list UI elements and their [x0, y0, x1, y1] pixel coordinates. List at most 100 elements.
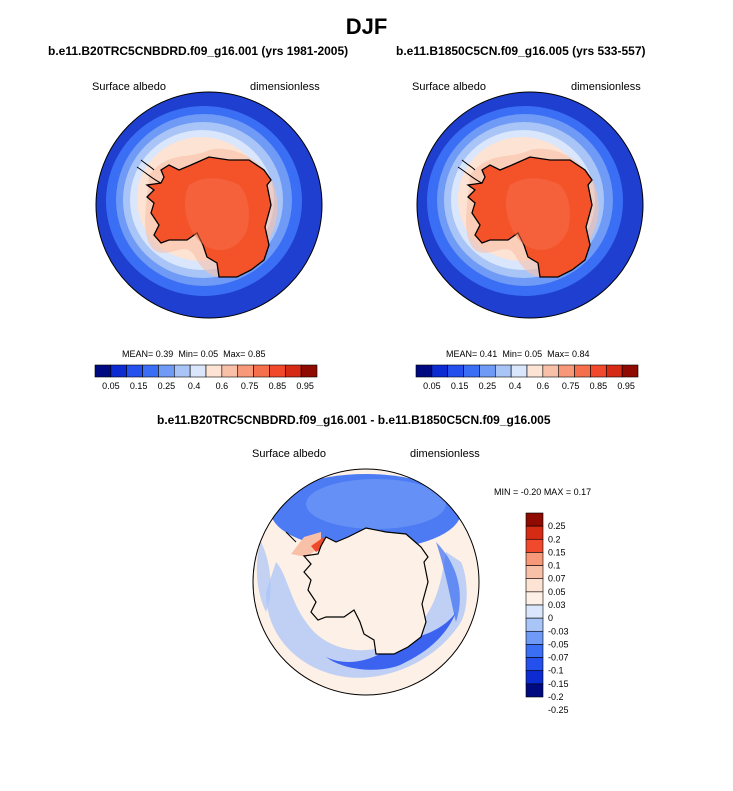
difference-colorbar-tick-label: -0.25 [548, 705, 569, 715]
difference-min-label: MIN = [494, 487, 519, 497]
panel2-map [416, 91, 644, 319]
difference-stats: MIN = -0.20 MAX = 0.17 [494, 487, 591, 497]
difference-colorbar-swatch [525, 617, 544, 632]
difference-max-label: MAX = [543, 487, 572, 497]
panel2-max-value: 0.84 [571, 349, 590, 359]
difference-title: b.e11.B20TRC5CNBDRD.f09_g16.001 - b.e11.… [157, 413, 551, 427]
panel1-colorbar-tick-label: 0.05 [102, 381, 120, 391]
panel2-min-label: Min= [502, 349, 523, 359]
panel2-colorbar-swatch [447, 364, 464, 378]
panel1-stats: MEAN= 0.39 Min= 0.05 Max= 0.85 [122, 349, 265, 359]
panel2-stats: MEAN= 0.41 Min= 0.05 Max= 0.84 [446, 349, 589, 359]
panel2-colorbar-swatch [510, 364, 528, 378]
panel1-units: dimensionless [250, 81, 320, 93]
panel1-colorbar-tick-label: 0.75 [241, 381, 259, 391]
panel2-colorbar-swatch [431, 364, 449, 378]
panel2-colorbar-swatch [479, 364, 496, 378]
difference-units: dimensionless [410, 448, 480, 460]
panel2-colorbar-tick-label: 0.05 [423, 381, 441, 391]
difference-variable: Surface albedo [252, 448, 326, 460]
panel1-colorbar-swatch [142, 364, 159, 378]
panel1-colorbar-tick-label: 0.25 [158, 381, 176, 391]
panel2-colorbar-tick-label: 0.95 [617, 381, 635, 391]
panel2-colorbar-swatch [494, 364, 512, 378]
panel1-colorbar: 0.05 0.15 0.25 0.4 0.6 0.75 0.85 0.95 [94, 364, 318, 391]
difference-colorbar-tick-label: -0.2 [548, 692, 564, 702]
difference-map [252, 468, 480, 696]
panel2-colorbar-swatch [415, 364, 433, 378]
panel1-colorbar-tick-label: 0.95 [296, 381, 314, 391]
difference-colorbar-swatch [525, 512, 544, 527]
difference-colorbar: 0.25 0.2 0.15 0.1 0.07 0.05 0.03 0 -0.03 -0.05 -0.… [525, 512, 569, 715]
panel1-max-value: 0.85 [247, 349, 266, 359]
panel1-colorbar-swatch [126, 364, 143, 378]
panel1-map [95, 91, 323, 319]
panel1-colorbar-tick-label: 0.6 [216, 381, 229, 391]
difference-colorbar-tick-label: -0.05 [548, 639, 569, 649]
difference-colorbar-tick-label: 0.07 [548, 574, 566, 584]
panel1-colorbar-swatch [110, 364, 128, 378]
difference-colorbar-swatch [525, 657, 544, 672]
difference-max-value: 0.17 [573, 487, 592, 497]
panel1-max-label: Max= [223, 349, 246, 359]
panel2-colorbar-tick-label: 0.15 [451, 381, 469, 391]
difference-colorbar-tick-label: -0.07 [548, 653, 569, 663]
difference-colorbar-swatch [525, 644, 544, 658]
difference-colorbar-swatch [525, 604, 544, 619]
panel1-colorbar-swatch [237, 364, 254, 378]
panel2-colorbar-tick-label: 0.4 [509, 381, 522, 391]
difference-colorbar-tick-label: 0.15 [548, 547, 566, 557]
difference-colorbar-swatch [525, 578, 544, 593]
panel1-case-title: b.e11.B20TRC5CNBDRD.f09_g16.001 (yrs 198… [48, 44, 349, 58]
panel1-min-label: Min= [178, 349, 199, 359]
panel2-min-value: 0.05 [524, 349, 543, 359]
panel2-colorbar-tick-label: 0.25 [479, 381, 497, 391]
panel1-colorbar-swatch [189, 364, 207, 378]
difference-colorbar-tick-label: 0.25 [548, 521, 566, 531]
panel2-colorbar-swatch [590, 364, 607, 378]
panel1-colorbar-tick-label: 0.85 [269, 381, 287, 391]
panel1-colorbar-swatch [221, 364, 239, 378]
difference-colorbar-tick-label: 0 [548, 613, 553, 623]
difference-colorbar-tick-label: 0.2 [548, 534, 561, 544]
panel1-mean-value: 0.39 [155, 349, 174, 359]
difference-colorbar-swatch [525, 538, 544, 553]
panel2-max-label: Max= [547, 349, 570, 359]
panel1-colorbar-swatch [94, 364, 112, 378]
panel2-mean-label: MEAN= [446, 349, 478, 359]
panel1-colorbar-swatch [253, 364, 270, 378]
panel2-colorbar-tick-label: 0.75 [562, 381, 580, 391]
panel1-colorbar-swatch [269, 364, 286, 378]
panel1-colorbar-swatch [205, 364, 223, 378]
difference-colorbar-swatch [525, 683, 544, 698]
panel1-variable: Surface albedo [92, 81, 166, 93]
panel2-colorbar-swatch [558, 364, 575, 378]
panel2-colorbar-swatch [605, 364, 623, 378]
difference-colorbar-tick-label: -0.1 [548, 666, 564, 676]
season-title: DJF [345, 14, 388, 39]
difference-colorbar-swatch [525, 591, 544, 606]
panel2-colorbar-swatch [463, 364, 480, 378]
difference-colorbar-tick-label: 0.03 [548, 600, 566, 610]
difference-colorbar-tick-label: 0.05 [548, 587, 566, 597]
difference-colorbar-swatch [525, 525, 544, 540]
panel2-case-title: b.e11.B1850C5CN.f09_g16.005 (yrs 533-557… [396, 44, 646, 58]
panel2-colorbar-swatch [574, 364, 591, 378]
difference-colorbar-swatch [525, 552, 544, 566]
difference-colorbar-swatch [525, 565, 544, 580]
difference-min-value: -0.20 [520, 487, 542, 497]
panel2-colorbar-swatch [542, 364, 560, 378]
panel1-mean-label: MEAN= [122, 349, 154, 359]
panel2-colorbar-swatch [621, 364, 639, 378]
panel2-colorbar-tick-label: 0.85 [590, 381, 608, 391]
panel2-variable: Surface albedo [412, 81, 486, 93]
panel2-mean-value: 0.41 [479, 349, 498, 359]
panel1-colorbar-tick-label: 0.4 [188, 381, 201, 391]
panel2-colorbar-swatch [526, 364, 544, 378]
panel1-colorbar-swatch [284, 364, 302, 378]
panel2-units: dimensionless [571, 81, 641, 93]
panel1-colorbar-swatch [158, 364, 175, 378]
panel1-colorbar-tick-label: 0.15 [130, 381, 148, 391]
panel2-colorbar: 0.05 0.15 0.25 0.4 0.6 0.75 0.85 0.95 [415, 364, 639, 391]
